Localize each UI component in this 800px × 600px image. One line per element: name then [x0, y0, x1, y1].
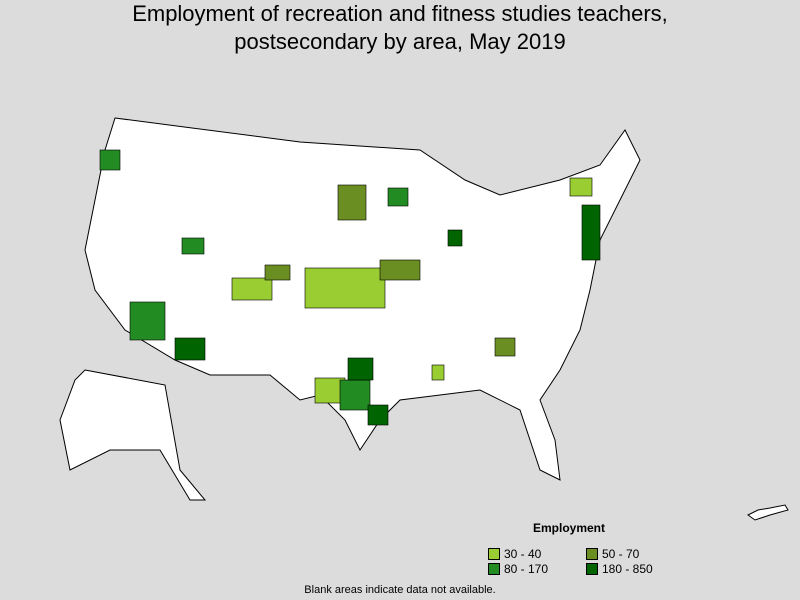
area — [181, 237, 205, 255]
legend-swatch — [488, 563, 500, 575]
area — [347, 357, 374, 381]
legend-item: 80 - 170 — [488, 562, 548, 576]
legend-label: 180 - 850 — [602, 562, 653, 576]
area — [494, 337, 516, 357]
map-title: Employment of recreation and fitness stu… — [132, 1, 668, 54]
legend-item: 180 - 850 — [586, 562, 653, 576]
alaska — [59, 369, 207, 501]
area — [231, 277, 273, 301]
legend-item: 30 - 40 — [488, 547, 541, 561]
area — [581, 204, 601, 261]
legend-title: Employment — [533, 521, 606, 535]
area — [379, 259, 421, 281]
legend-swatch — [586, 563, 598, 575]
legend-item: 50 - 70 — [586, 547, 639, 561]
area — [304, 267, 386, 309]
legend-label: 80 - 170 — [504, 562, 549, 576]
legend-label: 50 - 70 — [602, 547, 640, 561]
legend-swatch — [488, 548, 500, 560]
legend-label: 30 - 40 — [504, 547, 542, 561]
area — [339, 379, 371, 411]
area — [337, 184, 367, 221]
area — [367, 404, 389, 426]
legend-swatch — [586, 548, 598, 560]
area — [174, 337, 206, 361]
area — [569, 177, 593, 197]
area — [431, 364, 445, 381]
area — [129, 301, 166, 341]
hawaii — [747, 504, 789, 521]
area — [264, 264, 291, 281]
note: Blank areas indicate data not available. — [304, 584, 496, 596]
area — [447, 229, 463, 247]
area — [99, 149, 121, 171]
area — [387, 187, 409, 207]
